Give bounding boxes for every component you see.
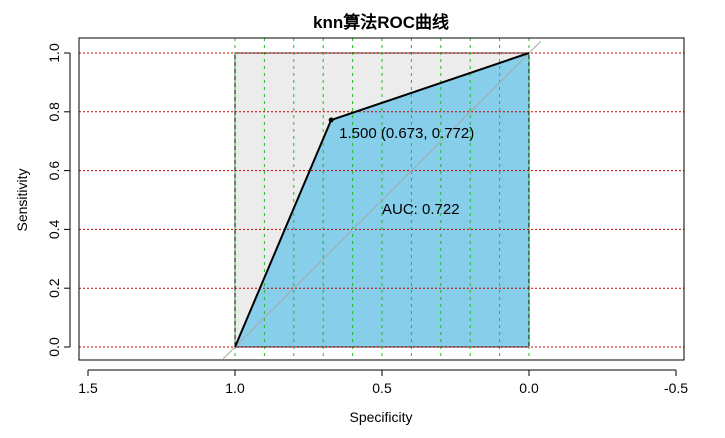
diagonal-reference-line (222, 40, 542, 360)
x-tick-label-3: 0.0 (519, 380, 539, 396)
x-tick-label-4: -0.5 (664, 380, 688, 396)
plot-frame (78, 37, 685, 361)
y-tick-label-3: 0.6 (46, 161, 62, 181)
y-tick-label-1: 0.2 (46, 278, 62, 298)
y-tick-label-4: 0.8 (46, 102, 62, 122)
x-tick-label-0: 1.5 (78, 380, 98, 396)
threshold-point (328, 117, 334, 123)
x-axis-label: Specificity (349, 409, 412, 425)
chart-title: knn算法ROC曲线 (313, 12, 449, 32)
auc-label: AUC: 0.722 (382, 201, 460, 218)
y-tick-label-2: 0.4 (46, 219, 62, 239)
plot-area: 1.500 (0.673, 0.772) AUC: 0.722 1.5 1.0 0.5 0… (46, 37, 688, 396)
x-tick-label-1: 1.0 (225, 380, 245, 396)
threshold-label: 1.500 (0.673, 0.772) (339, 125, 474, 142)
y-tick-label-5: 1.0 (46, 43, 62, 63)
y-axis-label: Sensitivity (14, 168, 30, 231)
y-tick-label-0: 0.0 (46, 337, 62, 357)
x-tick-label-2: 0.5 (372, 380, 392, 396)
